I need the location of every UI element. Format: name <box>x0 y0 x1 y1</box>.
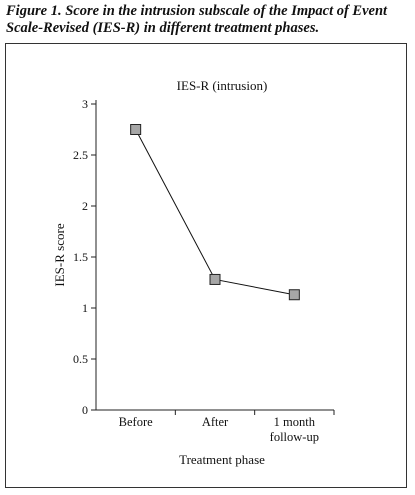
y-tick-label: 2.5 <box>73 148 88 162</box>
data-point-marker <box>288 289 300 301</box>
figure-caption: Figure 1. Score in the intrusion subscal… <box>6 3 388 36</box>
chart-frame <box>5 43 407 488</box>
plot-marks <box>130 124 300 301</box>
y-tick-label: 0.5 <box>73 352 88 366</box>
y-tick-label: 1 <box>82 301 88 315</box>
x-axis-label: Treatment phase <box>179 452 265 467</box>
chart-title: IES-R (intrusion) <box>177 78 268 93</box>
data-point-marker <box>130 124 142 135</box>
x-tick-label: After <box>202 415 229 429</box>
y-tick-label: 2 <box>82 199 88 213</box>
x-tick-label: Before <box>119 415 153 429</box>
y-axis-label: IES-R score <box>52 223 67 286</box>
series-line <box>135 129 295 296</box>
y-tick-label: 1.5 <box>73 250 88 264</box>
y-tick-label: 0 <box>82 403 88 417</box>
data-point-marker <box>209 273 221 285</box>
y-tick-label: 3 <box>82 97 88 111</box>
x-tick-label: 1 month follow-up <box>270 415 319 444</box>
axes: 0 0.5 1 1.5 2 2.5 3 Before After 1 month follow-up <box>73 97 335 444</box>
